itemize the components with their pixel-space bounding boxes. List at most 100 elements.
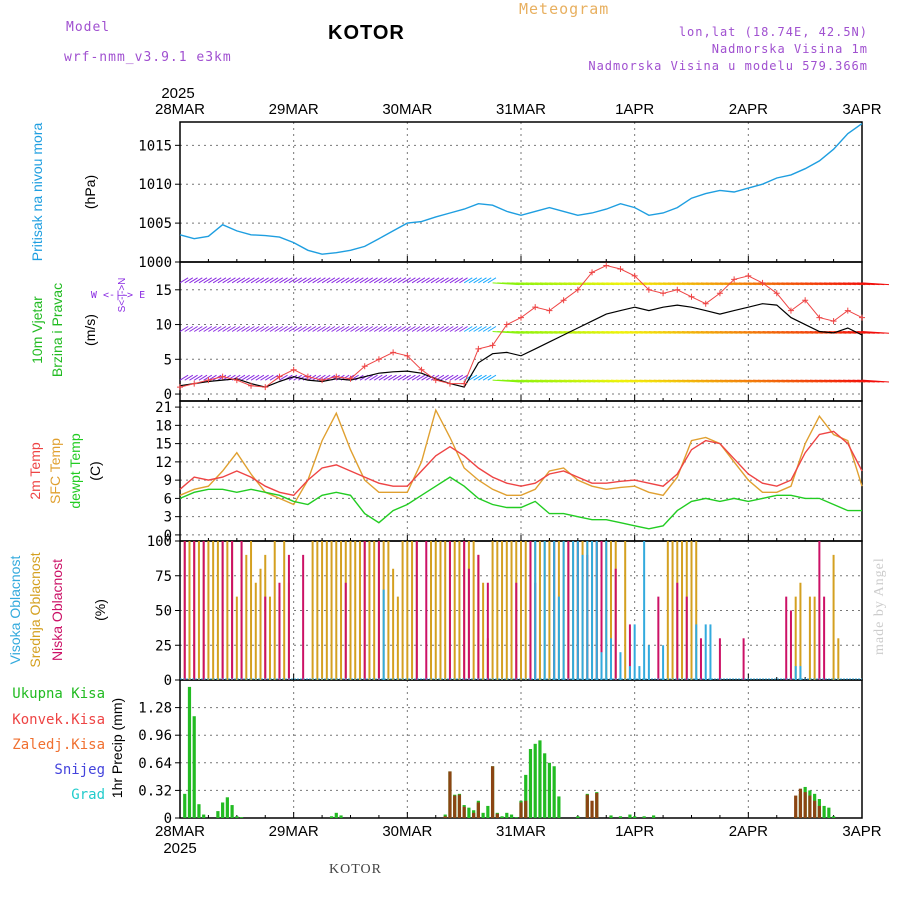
meteogram-title: Meteogram bbox=[519, 0, 610, 18]
wind-barb bbox=[250, 277, 260, 284]
wind-barb bbox=[340, 277, 350, 284]
wind-gust-marker bbox=[688, 293, 695, 300]
wind-barb bbox=[331, 326, 340, 332]
wind-barb bbox=[193, 326, 203, 332]
precip-bar bbox=[183, 793, 187, 818]
x-label-bottom: 31MAR bbox=[496, 823, 546, 840]
wind-barb bbox=[388, 326, 397, 332]
y-tick-label: 0.64 bbox=[138, 756, 172, 772]
wind-barb bbox=[317, 277, 326, 284]
y-tick-label: 9 bbox=[164, 473, 172, 489]
model-name: wrf-nmm_v3.9.1 e3km bbox=[64, 50, 232, 65]
wind-barb bbox=[459, 374, 468, 381]
model-elevation-label: Nadmorska Visina u modelu 579.366m bbox=[588, 59, 868, 73]
wind-barb bbox=[193, 374, 203, 381]
wind-barb bbox=[217, 326, 227, 332]
wind-barb bbox=[193, 277, 203, 284]
wind-gust-marker bbox=[574, 286, 581, 293]
wind-barb bbox=[421, 326, 430, 332]
wind-barb bbox=[279, 326, 288, 332]
wind-barb bbox=[482, 326, 492, 332]
precip-bar bbox=[500, 816, 504, 818]
wind-title: 10m Vjetar bbox=[29, 296, 45, 364]
y-tick-label: 0 bbox=[164, 673, 172, 689]
precip-bar bbox=[339, 815, 343, 818]
wind-barb bbox=[326, 326, 336, 332]
wind-gust-marker bbox=[702, 300, 709, 307]
wind-gust-marker bbox=[262, 384, 269, 391]
precip-bar bbox=[652, 815, 656, 818]
wind-barb bbox=[449, 326, 459, 332]
precip-bar bbox=[495, 813, 499, 818]
x-label-top: 30MAR bbox=[382, 101, 432, 118]
wind-barb bbox=[260, 277, 269, 284]
wind-gust-marker bbox=[518, 314, 524, 321]
wind-barb bbox=[184, 326, 194, 332]
y-tick-label: 75 bbox=[155, 569, 172, 585]
wind-barb bbox=[350, 326, 359, 332]
wind-gust-marker bbox=[631, 272, 638, 279]
wind-barb bbox=[416, 277, 426, 284]
wind-barb bbox=[321, 326, 331, 332]
wind-gust-marker bbox=[319, 377, 326, 384]
wind-gust-marker bbox=[276, 373, 283, 380]
wind-barb bbox=[861, 379, 890, 383]
y-tick-label: 15 bbox=[155, 283, 172, 299]
wind-barb bbox=[473, 374, 483, 381]
wind-barb bbox=[184, 277, 194, 284]
wind-barb bbox=[435, 326, 445, 332]
wind-barb bbox=[302, 277, 312, 284]
temp-dew-line bbox=[179, 476, 862, 530]
precip-bar bbox=[448, 771, 452, 818]
wind-barb bbox=[189, 326, 198, 332]
wind-barb bbox=[397, 374, 407, 381]
wind-barb bbox=[388, 374, 397, 381]
x-label-bottom: 30MAR bbox=[382, 823, 432, 840]
wind-barb bbox=[189, 277, 198, 284]
wind-barb bbox=[402, 326, 411, 332]
wind-barb bbox=[331, 277, 340, 284]
wind-barb bbox=[279, 277, 288, 284]
wind-barb bbox=[298, 277, 307, 284]
temp-dew-label: dewpt Temp bbox=[67, 433, 83, 508]
wind-barb bbox=[203, 277, 213, 284]
wind-barb bbox=[440, 277, 449, 284]
wind-barb bbox=[449, 277, 459, 284]
wind-compass2: S<-|->N bbox=[117, 278, 128, 313]
precip-bar bbox=[476, 802, 480, 818]
wind-barb bbox=[208, 326, 217, 332]
wind-barb bbox=[203, 374, 213, 381]
precip-bar bbox=[462, 806, 466, 818]
precip-legend-item: Snijeg bbox=[54, 762, 105, 778]
precip-bar bbox=[827, 807, 831, 818]
wind-barb bbox=[312, 326, 321, 332]
wind-barb bbox=[217, 277, 227, 284]
wind-barb bbox=[444, 277, 454, 284]
wind-barb bbox=[440, 374, 449, 381]
wind-barb bbox=[861, 331, 890, 334]
precip-bar bbox=[481, 812, 485, 818]
wind-gust-marker bbox=[617, 265, 624, 272]
x-label-top: 3APR bbox=[842, 101, 881, 118]
wind-barb bbox=[373, 277, 383, 284]
precip-bar bbox=[803, 792, 807, 818]
precip-bar bbox=[831, 816, 836, 818]
wind-title2: Brzina i Pravac bbox=[49, 283, 65, 377]
wind-barb bbox=[255, 326, 265, 332]
wind-barb bbox=[184, 374, 194, 381]
x-label-top: 31MAR bbox=[496, 101, 546, 118]
precip-bar bbox=[524, 800, 528, 818]
wind-barb bbox=[283, 326, 293, 332]
wind-barb bbox=[454, 374, 464, 381]
x-label-top: 1APR bbox=[615, 101, 654, 118]
precip-bar bbox=[585, 794, 589, 818]
wind-barb bbox=[179, 326, 189, 332]
precip-bar bbox=[817, 805, 821, 818]
wind-barb bbox=[402, 374, 411, 381]
wind-barb bbox=[459, 326, 468, 332]
precip-bar bbox=[633, 816, 637, 818]
precip-bar bbox=[235, 816, 239, 818]
wind-barb bbox=[198, 374, 208, 381]
wind-barb bbox=[407, 277, 416, 284]
y-tick-label: 1010 bbox=[138, 177, 172, 193]
